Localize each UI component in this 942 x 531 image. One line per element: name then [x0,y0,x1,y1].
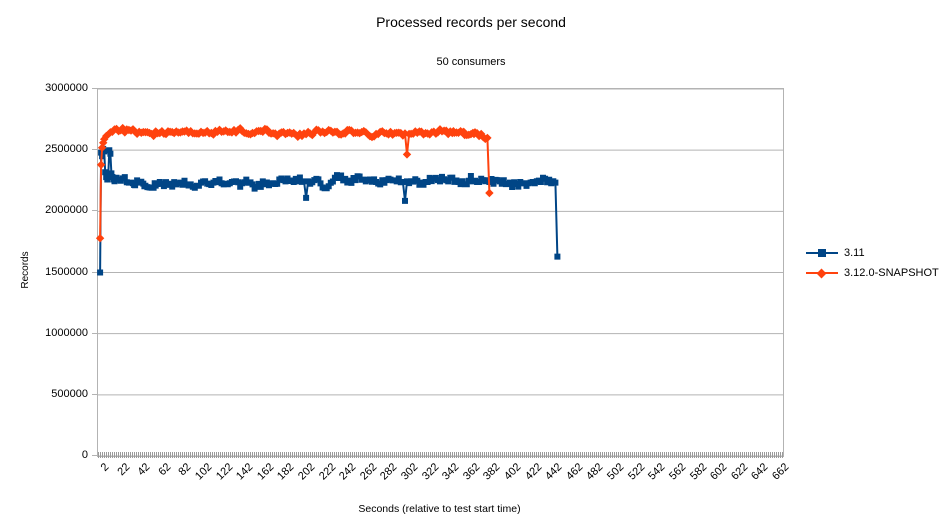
chart-title: Processed records per second [376,14,566,30]
x-axis-title: Seconds (relative to test start time) [358,503,521,515]
legend-diamond-marker-icon [816,268,827,278]
y-tick-label: 500000 [51,387,88,400]
y-tick-label: 2500000 [45,143,88,156]
legend-item: 3.11 [806,245,939,261]
series-markers-3.12.0-SNAPSHOT [95,123,494,243]
y-tick-label: 3000000 [45,82,88,94]
plot-svg [95,88,783,457]
legend-line [806,249,838,257]
y-tick-label: 0 [81,449,88,461]
legend-label: 3.11 [844,247,865,259]
legend-item: 3.12.0-SNAPSHOT [806,265,939,281]
y-tick [92,271,97,273]
legend-label: 3.12.0-SNAPSHOT [844,267,939,279]
y-tick-label: 1000000 [45,326,88,339]
y-tick [92,393,97,395]
legend-square-marker-icon [818,249,826,257]
y-tick-label: 2000000 [45,204,88,217]
x-axis-tick-comb [98,452,783,458]
y-tick [92,149,97,151]
y-tick [92,455,97,456]
chart-subtitle: 50 consumers [436,56,506,68]
series-markers-3.11 [97,145,561,276]
y-tick-label: 1500000 [45,265,88,278]
legend: 3.11 3.12.0-SNAPSHOT [806,245,939,281]
y-tick [92,332,97,334]
plot-area [95,88,784,457]
legend-line [806,268,838,278]
y-tick [92,88,97,89]
y-tick [92,210,97,212]
